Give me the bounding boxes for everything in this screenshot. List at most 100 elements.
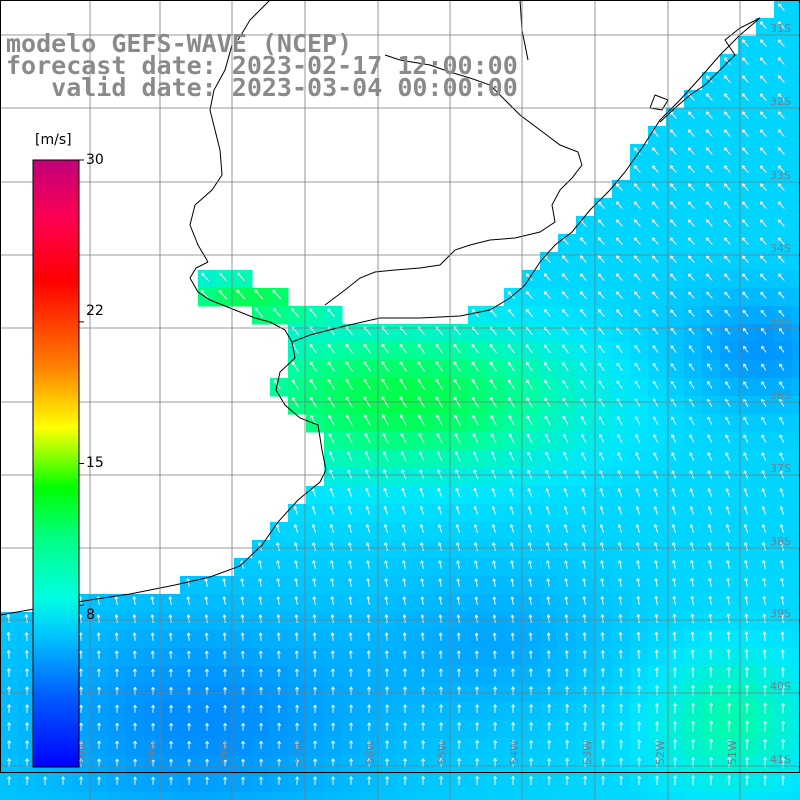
wind-arrow — [438, 596, 443, 605]
wind-arrow — [601, 739, 606, 750]
wind-arrow — [313, 686, 317, 695]
wind-arrow — [600, 632, 605, 642]
wind-arrow — [327, 308, 335, 318]
wind-arrow — [636, 614, 641, 624]
wind-arrow — [259, 722, 264, 731]
wind-arrow — [327, 343, 335, 354]
wind-arrow — [168, 650, 173, 659]
wind-arrow — [150, 650, 155, 659]
wind-arrow — [438, 560, 442, 570]
wind-arrow — [689, 381, 695, 389]
wind-arrow — [275, 542, 280, 552]
wind-arrow — [525, 361, 533, 372]
wind-arrow — [565, 775, 570, 786]
wind-arrow — [580, 415, 587, 426]
wind-arrow — [706, 345, 713, 353]
wind-speed-cell — [792, 792, 800, 800]
wind-arrow — [455, 487, 461, 498]
wind-arrow — [349, 704, 354, 713]
wind-arrow — [654, 613, 659, 624]
wind-arrow — [348, 632, 353, 641]
wind-arrow — [707, 363, 713, 371]
wind-arrow — [401, 524, 407, 534]
wind-arrow — [724, 255, 731, 263]
wind-arrow — [615, 183, 623, 191]
wind-arrow — [132, 596, 137, 605]
wind-arrow — [455, 469, 461, 480]
wind-speed-cell — [522, 792, 541, 800]
wind-arrow — [400, 432, 407, 444]
wind-arrow — [419, 524, 425, 534]
wind-arrow — [615, 291, 623, 299]
wind-arrow — [457, 758, 462, 768]
wind-arrow — [725, 345, 731, 353]
wind-arrow — [309, 361, 317, 372]
wind-arrow — [561, 309, 569, 317]
wind-arrow — [43, 776, 48, 785]
wind-arrow — [437, 506, 443, 516]
wind-arrow — [742, 291, 749, 299]
wind-arrow — [653, 524, 659, 534]
latitude-label: 39S — [770, 607, 791, 620]
wind-arrow — [294, 632, 299, 641]
wind-arrow — [744, 631, 749, 642]
wind-arrow — [689, 524, 695, 534]
wind-arrow — [690, 613, 695, 624]
wind-speed-cell — [594, 792, 613, 800]
wind-speed-cell — [792, 522, 800, 541]
wind-arrow — [474, 578, 479, 587]
wind-speed-cell — [792, 270, 800, 289]
wind-arrow — [402, 650, 407, 659]
wind-arrow — [654, 595, 659, 606]
wind-arrow — [437, 542, 442, 552]
wind-arrow — [564, 668, 569, 677]
wind-speed-cell — [792, 18, 800, 37]
wind-arrow — [673, 775, 678, 786]
wind-arrow — [724, 291, 731, 299]
wind-arrow — [619, 703, 624, 714]
wind-arrow — [562, 362, 569, 372]
wind-arrow — [582, 632, 587, 641]
wind-arrow — [186, 596, 191, 605]
longitude-label: 56W — [364, 740, 377, 765]
wind-arrow — [276, 596, 281, 605]
wind-arrow — [328, 414, 335, 426]
wind-arrow — [708, 649, 713, 660]
wind-arrow — [653, 488, 659, 498]
wind-arrow — [597, 219, 605, 227]
wind-arrow — [670, 291, 677, 299]
wind-arrow — [78, 668, 83, 677]
wind-arrow — [669, 237, 677, 245]
wind-arrow — [511, 775, 516, 786]
wind-arrow — [777, 3, 785, 11]
wind-arrow — [547, 704, 552, 713]
wind-arrow — [366, 632, 371, 641]
wind-speed-cell — [792, 252, 800, 271]
wind-arrow — [633, 201, 641, 209]
wind-arrow — [652, 398, 659, 408]
wind-arrow — [579, 255, 587, 263]
wind-arrow — [599, 524, 605, 534]
latitude-label: 36S — [770, 389, 791, 402]
wind-arrow — [653, 434, 659, 444]
wind-arrow — [580, 397, 587, 408]
wind-arrow — [745, 720, 750, 732]
wind-arrow — [438, 650, 443, 659]
wind-arrow — [420, 560, 424, 570]
wind-arrow — [509, 487, 515, 498]
wind-arrow — [294, 614, 299, 623]
wind-arrow — [777, 183, 785, 191]
wind-arrow — [705, 201, 713, 209]
wind-speed-cell — [18, 792, 37, 800]
wind-arrow — [741, 183, 749, 191]
wind-arrow — [439, 740, 444, 749]
wind-arrow — [670, 273, 677, 281]
wind-arrow — [759, 39, 767, 47]
wind-arrow — [779, 434, 785, 444]
wind-speed-cell — [774, 792, 793, 800]
wind-arrow — [651, 237, 659, 245]
wind-arrow — [779, 416, 785, 425]
wind-arrow — [259, 740, 264, 749]
wind-arrow — [759, 237, 767, 245]
wind-arrow — [599, 542, 604, 552]
